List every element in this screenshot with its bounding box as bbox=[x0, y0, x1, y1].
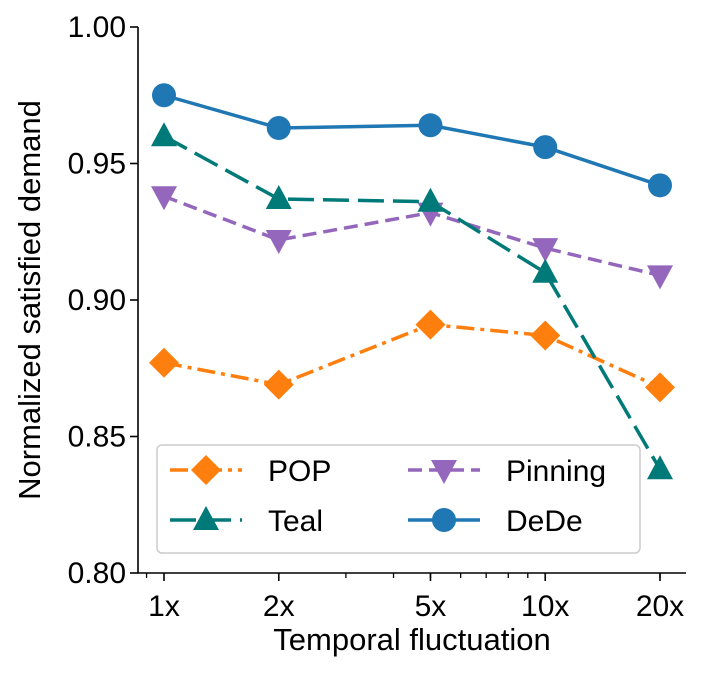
data-point-pop bbox=[263, 369, 294, 400]
y-tick-label: 0.95 bbox=[68, 148, 126, 181]
data-point-dede bbox=[152, 83, 176, 108]
y-tick-label: 0.85 bbox=[68, 421, 126, 454]
legend: POP Teal Pinning DeDe bbox=[156, 444, 641, 554]
data-point-dede bbox=[648, 173, 672, 198]
y-tick-label: 0.90 bbox=[68, 284, 126, 317]
y-tick-label: 0.80 bbox=[68, 557, 126, 590]
x-axis-title: Temporal fluctuation bbox=[273, 622, 550, 657]
series-line-pinning bbox=[163, 194, 661, 278]
series-line-dede bbox=[163, 93, 661, 188]
series-layer bbox=[149, 83, 675, 480]
data-point-pinning bbox=[151, 186, 177, 211]
legend-item-dede: DeDe bbox=[408, 505, 583, 538]
legend-marker-pinning bbox=[431, 460, 457, 484]
series-pop bbox=[149, 309, 675, 403]
y-axis-title: Normalized satisfied demand bbox=[12, 100, 47, 500]
data-point-pop bbox=[415, 309, 446, 340]
data-point-pinning bbox=[265, 229, 292, 254]
data-point-pop bbox=[530, 320, 561, 351]
legend-item-pinning: Pinning bbox=[408, 455, 606, 488]
y-tick-label: 1.00 bbox=[68, 11, 126, 44]
data-point-pinning bbox=[532, 238, 559, 263]
legend-item-teal: Teal bbox=[170, 505, 323, 538]
x-tick-label: 10x bbox=[521, 590, 569, 623]
legend-label-pop: POP bbox=[268, 455, 331, 488]
data-point-dede bbox=[418, 113, 443, 138]
legend-item-pop: POP bbox=[170, 455, 331, 488]
series-line-pop bbox=[163, 322, 661, 389]
data-point-pinning bbox=[647, 265, 673, 290]
x-tick-label: 20x bbox=[636, 590, 684, 623]
x-tick-label: 2x bbox=[263, 590, 295, 623]
data-point-teal bbox=[417, 187, 444, 212]
data-point-teal bbox=[265, 184, 292, 209]
data-point-pop bbox=[645, 372, 675, 403]
series-dede bbox=[152, 83, 672, 198]
data-point-dede bbox=[266, 116, 291, 141]
series-line-teal bbox=[163, 134, 662, 471]
legend-marker-pop bbox=[191, 455, 221, 485]
data-point-pop bbox=[149, 347, 179, 378]
legend-box bbox=[156, 444, 641, 554]
data-point-dede bbox=[533, 135, 558, 160]
x-tick-label: 1x bbox=[148, 590, 180, 623]
data-point-teal bbox=[647, 455, 673, 480]
legend-label-pinning: Pinning bbox=[506, 455, 606, 488]
axes: 0.80 0.85 0.90 0.95 1.00 1x 2x 5x 10x 20x Temporal… bbox=[12, 11, 686, 657]
x-tick-label: 5x bbox=[415, 590, 447, 623]
legend-marker-dede bbox=[432, 508, 456, 532]
series-teal bbox=[151, 122, 673, 480]
data-point-teal bbox=[532, 258, 559, 283]
legend-marker-teal bbox=[193, 506, 219, 530]
legend-label-dede: DeDe bbox=[506, 505, 583, 538]
data-point-teal bbox=[151, 122, 177, 147]
legend-label-teal: Teal bbox=[268, 505, 323, 538]
